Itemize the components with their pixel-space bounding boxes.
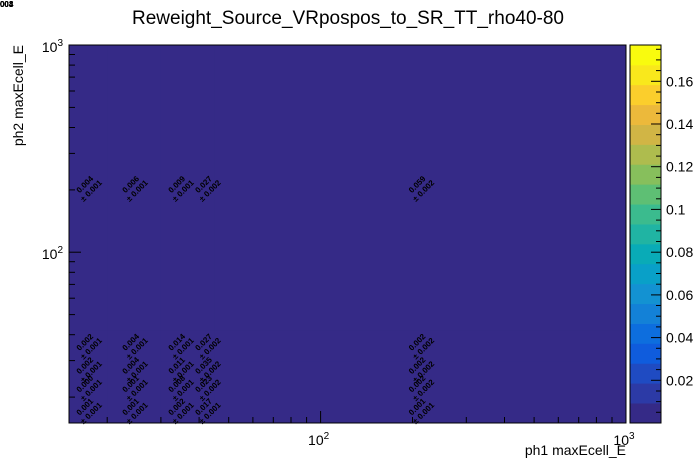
heatmap-cell xyxy=(69,360,108,378)
colorbar-frame xyxy=(629,44,662,424)
colorbar-tick-label: 0.14 xyxy=(666,116,693,132)
colorbar-segment xyxy=(630,64,661,86)
colorbar-segment xyxy=(630,224,661,245)
colorbar-segment xyxy=(630,84,661,106)
heatmap-cell xyxy=(69,377,108,398)
colorbar-segment xyxy=(630,283,661,305)
colorbar-segment xyxy=(630,403,661,424)
colorbar-tick-label: 0.04 xyxy=(666,330,693,346)
heatmap-cell xyxy=(214,360,627,378)
colorbar-segment xyxy=(630,104,661,125)
heatmap-cell xyxy=(199,377,216,398)
heatmap-cell xyxy=(214,397,627,424)
chart-title: Reweight_Source_VRpospos_to_SR_TT_rho40-… xyxy=(132,8,564,29)
cell-label: 0.140± 0.004 xyxy=(0,0,14,9)
colorbar-segment xyxy=(630,204,661,225)
axis-ticks: 102 103 102 103 xyxy=(42,38,635,448)
color-scale-bar: 0.02 0.04 0.06 0.08 0.1 0.12 0.14 0.16 xyxy=(629,44,693,424)
heatmap-cell xyxy=(214,377,627,398)
y-axis-label: ph2 maxEcell_E xyxy=(10,45,26,146)
heatmap-cell xyxy=(160,330,200,362)
heatmap-cell xyxy=(107,45,162,331)
colorbar-segment xyxy=(630,124,661,145)
cell-label: 0.177± 0.004 xyxy=(0,0,14,9)
colorbar-segment xyxy=(630,383,661,404)
heatmap-cell xyxy=(160,45,200,331)
heatmap-cell xyxy=(69,45,108,331)
heatmap-cell xyxy=(107,377,162,398)
x-tick-label: 103 xyxy=(613,431,635,448)
heatmap-cell xyxy=(199,330,216,362)
cell-label: 0.065± 0.003 xyxy=(0,0,14,9)
colorbar-tick-label: 0.16 xyxy=(666,73,693,89)
colorbar-segment xyxy=(630,184,661,205)
cell-uncertainty: ± 0.003 xyxy=(0,0,14,9)
heatmap-cells xyxy=(69,45,627,424)
colorbar-segment xyxy=(630,363,661,384)
heatmap-cell xyxy=(214,330,627,362)
colorbar-tick-label: 0.08 xyxy=(666,244,693,260)
heatmap-cell xyxy=(160,377,200,398)
colorbar-tick-label: 0.06 xyxy=(666,287,693,303)
cell-uncertainty: ± 0.004 xyxy=(0,0,14,9)
colorbar-segment xyxy=(630,243,661,265)
colorbar-tick-label: 0.1 xyxy=(666,201,686,217)
colorbar-segment xyxy=(630,263,661,285)
colorbar-segment xyxy=(630,164,661,185)
colorbar-segment xyxy=(630,303,661,324)
heatmap-cell xyxy=(199,360,216,378)
colorbar-segment xyxy=(630,323,661,344)
cell-uncertainty: ± 0.004 xyxy=(0,0,14,9)
colorbar-segment xyxy=(630,343,661,364)
heatmap-cell xyxy=(199,397,216,424)
heatmap-cell xyxy=(107,397,162,424)
heatmap-cell xyxy=(69,397,108,424)
x-tick-label: 102 xyxy=(308,431,330,448)
colorbar-segment xyxy=(630,144,661,165)
y-tick-label: 103 xyxy=(42,38,64,55)
y-tick-label: 102 xyxy=(42,245,64,262)
cell-uncertainty: ± 0.003 xyxy=(0,0,14,9)
cell-label: 0.066± 0.003 xyxy=(0,0,14,9)
colorbar-tick-label: 0.02 xyxy=(666,372,693,388)
colorbar-segment xyxy=(630,45,661,66)
heatmap-cell xyxy=(107,360,162,378)
plot-frame xyxy=(68,44,627,424)
heatmap-cell xyxy=(69,330,108,362)
cell-label: 0.067± 0.003 xyxy=(0,0,14,9)
heatmap-cell xyxy=(214,45,627,331)
x-axis-label: ph1 maxEcell_E xyxy=(525,442,626,458)
heatmap-cell xyxy=(199,45,216,331)
heatmap-cell xyxy=(107,330,162,362)
heatmap-cell xyxy=(160,397,200,424)
cell-uncertainty: ± 0.003 xyxy=(0,0,14,9)
colorbar-tick-label: 0.12 xyxy=(666,159,693,175)
heatmap-cell xyxy=(160,360,200,378)
